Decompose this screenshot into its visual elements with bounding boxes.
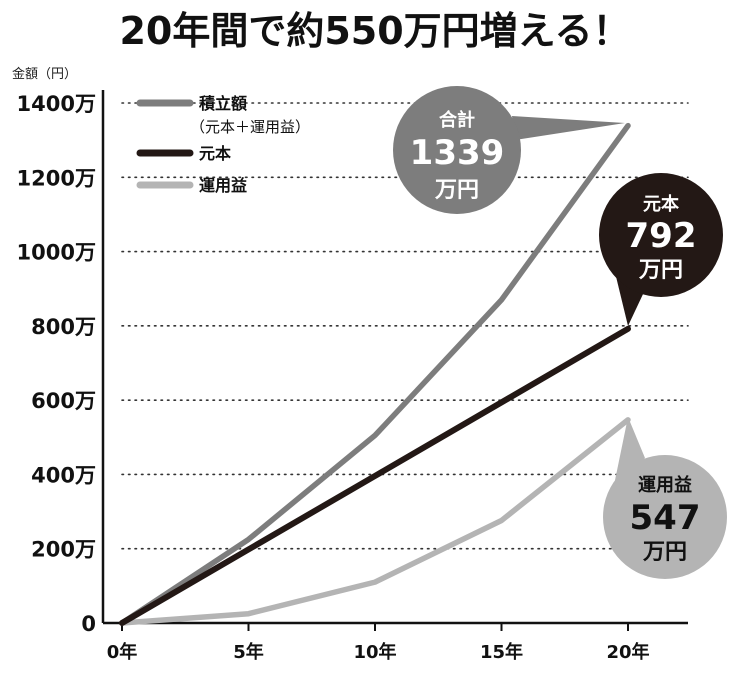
- y-tick-label: 200万: [31, 538, 96, 562]
- y-tick-label: 1000万: [17, 241, 96, 265]
- data-point-principal: [373, 474, 377, 478]
- x-tick-label: 5年: [233, 641, 264, 663]
- callout-value-total: 1339: [410, 133, 505, 173]
- data-point-principal: [247, 547, 250, 551]
- y-tick-label: 0: [81, 612, 96, 636]
- callout-bubble-gain: [603, 455, 727, 579]
- data-point-total: [373, 433, 377, 437]
- data-point-gain: [500, 518, 503, 522]
- data-point-gain: [247, 612, 250, 616]
- callout-bubble-principal: [599, 173, 723, 297]
- callout-tail-gain: [613, 417, 645, 490]
- callout-label-principal: 元本: [643, 193, 679, 215]
- y-tick-label: 1200万: [17, 166, 96, 190]
- data-point-total: [247, 537, 250, 541]
- y-tick-label: 800万: [31, 315, 96, 339]
- callout-label-total: 合計: [439, 109, 475, 131]
- legend-label-gain: 運用益: [199, 176, 247, 195]
- x-tick-label: 0年: [107, 641, 138, 663]
- callout-unit-principal: 万円: [638, 258, 683, 283]
- y-axis-unit-label: 金額（円）: [12, 66, 77, 82]
- callout-tail-total: [512, 116, 625, 140]
- callout-value-gain: 547: [630, 498, 701, 538]
- data-point-principal: [120, 621, 124, 625]
- chart-title: 20年間で約550万円増える！: [119, 9, 630, 53]
- legend-label-principal: 元本: [199, 144, 231, 163]
- callout-unit-gain: 万円: [642, 540, 687, 565]
- x-tick-label: 20年: [606, 641, 649, 663]
- legend-label-total-sub: （元本＋運用益）: [190, 118, 310, 136]
- y-tick-label: 1400万: [17, 92, 96, 116]
- x-tick-label: 10年: [353, 641, 396, 663]
- data-point-total: [500, 298, 503, 302]
- data-point-principal: [500, 400, 503, 404]
- legend-label-total: 積立額: [198, 94, 247, 113]
- y-tick-label: 600万: [31, 389, 96, 413]
- data-point-total: [626, 124, 630, 128]
- series-line-gain: [119, 417, 631, 626]
- callout-bubble-total: [393, 86, 521, 214]
- callout-unit-total: 万円: [434, 178, 479, 203]
- callout-label-gain: 運用益: [638, 474, 692, 496]
- data-point-principal: [626, 327, 630, 331]
- data-point-gain: [373, 580, 377, 584]
- x-tick-label: 15年: [480, 641, 523, 663]
- callout-value-principal: 792: [626, 216, 697, 256]
- y-tick-label: 400万: [31, 463, 96, 487]
